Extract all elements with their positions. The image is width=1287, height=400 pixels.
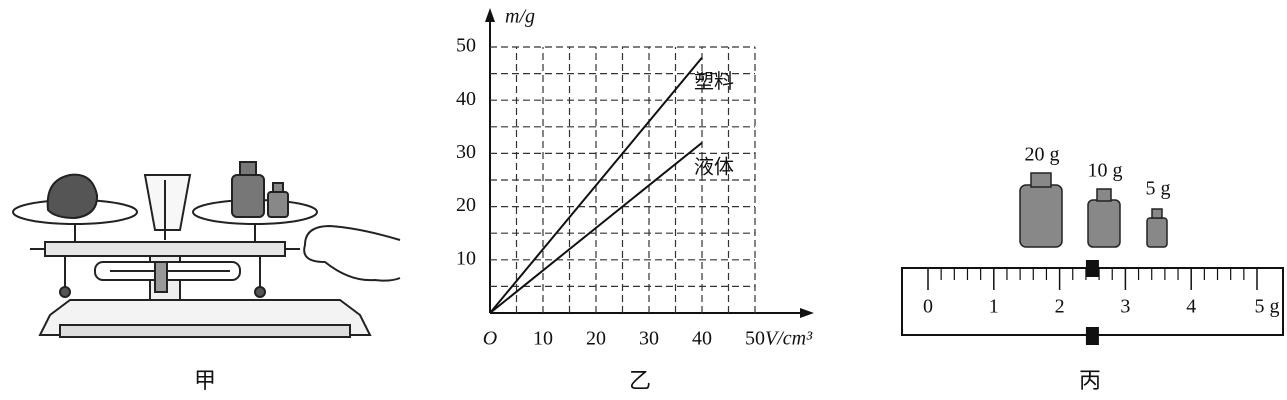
ruler — [901, 267, 1284, 336]
series-label: 液体 — [694, 155, 734, 178]
series-line — [489, 141, 703, 314]
caption: 甲 — [194, 368, 216, 393]
ruler-label: 2 — [1055, 296, 1065, 318]
ruler-label: 5 g — [1255, 296, 1280, 318]
x-axis-label: V/cm³ — [765, 328, 813, 350]
y-tick-label: 10 — [456, 247, 476, 269]
weight-label: 10 g — [1088, 160, 1123, 182]
ruler-label: 3 — [1120, 296, 1130, 318]
y-tick-label: 40 — [456, 88, 476, 110]
y-arrow — [485, 8, 495, 22]
x-tick-label: 20 — [586, 328, 606, 350]
x-tick-label: 40 — [692, 328, 712, 350]
x-tick-label: 30 — [639, 328, 659, 350]
balance-illustration — [12, 161, 401, 338]
weight-label: 20 g — [1025, 144, 1060, 166]
x-tick-label: 10 — [533, 328, 553, 350]
rider — [1085, 260, 1099, 277]
weight-label: 5 g — [1146, 178, 1171, 200]
origin-label: O — [483, 328, 497, 350]
y-axis-label: m/g — [505, 6, 535, 28]
weights — [1019, 172, 1168, 248]
rider — [1085, 327, 1099, 345]
caption: 乙 — [629, 368, 651, 393]
x-arrow — [800, 308, 814, 318]
ruler-label: 0 — [923, 296, 933, 318]
series-line — [489, 57, 703, 314]
ruler-label: 4 — [1186, 296, 1196, 318]
caption: 丙 — [1079, 368, 1101, 393]
y-tick-label: 30 — [456, 141, 476, 163]
x-tick-label: 50 — [745, 328, 765, 350]
y-tick-label: 50 — [456, 35, 476, 57]
y-tick-label: 20 — [456, 194, 476, 216]
ruler-label: 1 — [989, 296, 999, 318]
series-label: 塑料 — [694, 70, 734, 93]
